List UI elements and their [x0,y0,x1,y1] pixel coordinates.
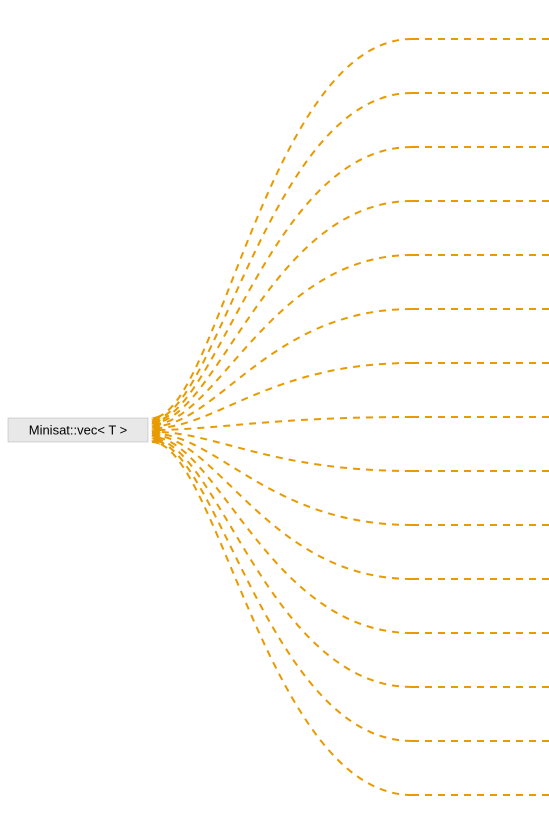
edge [152,363,412,428]
edge [152,439,412,687]
dependency-diagram: Minisat::vec< T > [0,0,549,837]
edge [152,39,412,418]
edge [152,147,412,421]
edge [152,309,412,427]
edge [152,435,412,579]
edge [152,440,412,741]
edge [152,201,412,423]
center-node-label: Minisat::vec< T > [29,423,128,438]
edges-group [152,39,549,795]
edge [152,417,412,430]
edge [152,93,412,420]
edge [152,433,412,525]
center-node[interactable]: Minisat::vec< T > [8,418,148,442]
edge [152,255,412,425]
